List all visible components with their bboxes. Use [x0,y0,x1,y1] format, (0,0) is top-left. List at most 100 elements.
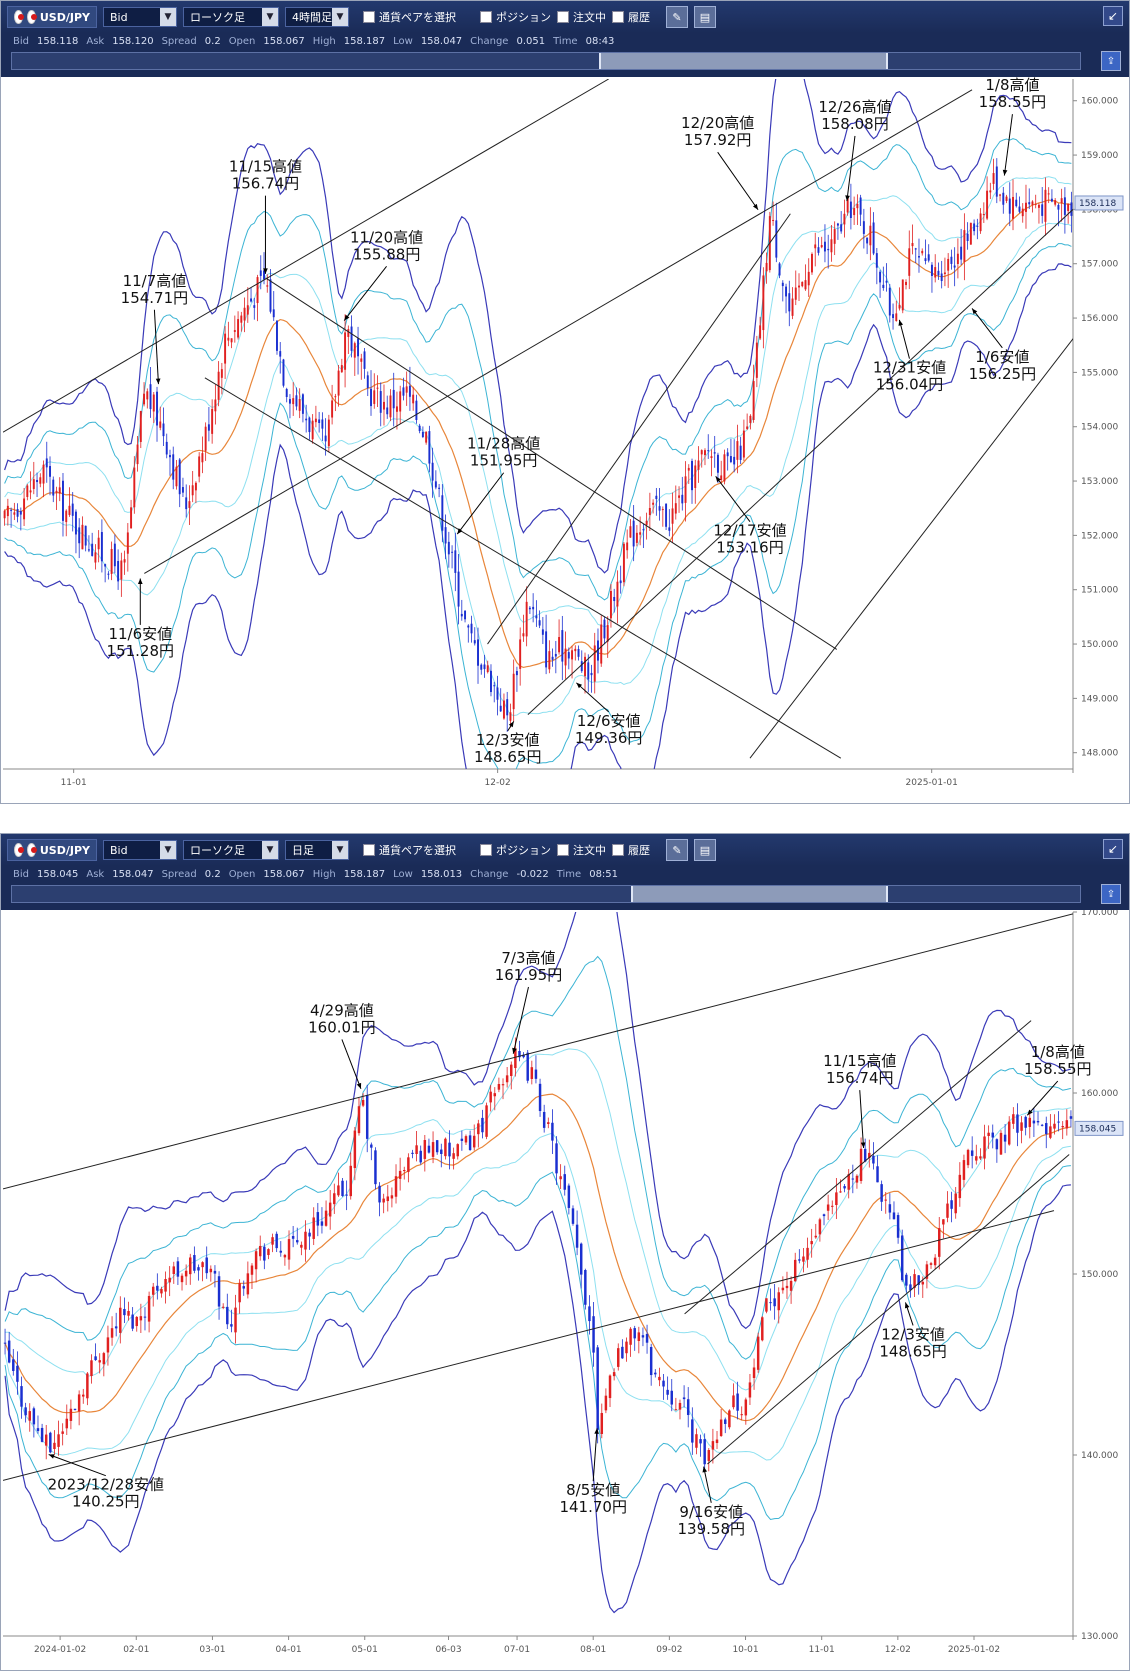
annotation-label: 11/15高値 [823,1052,896,1070]
candle-bull [759,325,762,339]
candle-bull [1047,193,1050,195]
trendline [527,209,1073,716]
candle-bear [279,351,282,357]
pencil-icon: ✎ [672,843,682,857]
candle-bear [131,1314,134,1329]
candle-bull [227,337,230,341]
candle-bull [715,1439,719,1444]
annotation-arrow [341,1039,362,1089]
candle-bear [603,619,606,639]
high-label: High [312,35,336,47]
navigator-track[interactable] [11,52,1081,70]
candle-bear [275,1233,278,1249]
draw-tool-button[interactable]: ✎ [666,839,688,861]
candle-bull [246,1273,250,1295]
candle-bear [87,549,90,551]
candle-bear [477,639,479,666]
chart-type-select[interactable]: ローソク足 ▼ [183,7,279,27]
price-type-select[interactable]: Bid ▼ [103,7,177,27]
candle-bear [798,1259,801,1261]
candle-bull [81,524,84,550]
chevron-down-icon: ▼ [332,841,348,859]
candle-bull [629,1328,632,1345]
candle-bear [827,248,830,251]
candle-bull [789,1280,793,1291]
candle-bear [217,1276,221,1307]
candle-bear [1015,199,1018,207]
navigator-window[interactable] [631,886,888,902]
candle-bear [775,220,778,258]
settings-tool-button[interactable]: ▤ [694,6,716,28]
x-tick-label: 04-01 [276,1645,302,1655]
candle-bull [250,1265,254,1275]
candle-bull [311,420,314,440]
positions-label: ポジション [496,844,551,857]
candle-bull [477,1123,480,1135]
candle-bear [859,197,862,215]
chart-type-value: ローソク足 [190,844,245,857]
pair-select-checkbox[interactable]: 通貨ペアを選択 [363,842,456,858]
candle-bull [220,369,223,378]
screenshot-button[interactable]: ⇪ [1101,884,1121,904]
candle-bear [862,221,865,234]
candle-bear [950,1200,953,1209]
collapse-button[interactable]: ↙ [1103,839,1123,859]
candle-bull [412,394,415,404]
candle-bull [340,365,343,373]
price-type-select[interactable]: Bid ▼ [103,840,177,860]
candle-bull [1025,202,1027,212]
price-chart-4h[interactable]: 160.000159.000158.000157.000156.000155.0… [1,77,1129,803]
symbol-select[interactable]: USD/JPY [7,839,97,861]
chart-type-select[interactable]: ローソク足 ▼ [183,840,279,860]
candle-bull [164,1278,167,1292]
candle-bear [365,1095,369,1139]
timeframe-select[interactable]: 4時間足 ▼ [285,7,349,27]
candle-bear [641,1335,645,1338]
high-label: High [312,868,336,880]
history-checkbox[interactable]: 履歴 [612,9,650,25]
symbol-select[interactable]: USD/JPY [7,6,97,28]
candle-bear [970,1150,974,1156]
candle-bear [74,511,77,535]
annotation-price: 154.71円 [121,289,189,307]
checkbox-icon [612,11,624,23]
candle-bear [840,224,843,232]
candle-bear [318,419,321,424]
price-chart-daily[interactable]: 170.000 160.000 150.000 140.000 130.000 2024-… [1,910,1129,1670]
annotation-arrowhead [845,195,850,202]
positions-checkbox[interactable]: ポジション [480,842,551,858]
current-price-tag [1074,195,1124,211]
timeframe-select[interactable]: 日足 ▼ [285,840,349,860]
candle-bull [559,1176,562,1180]
collapse-button[interactable]: ↙ [1103,6,1123,26]
candle-bear [655,495,658,500]
history-checkbox[interactable]: 履歴 [612,842,650,858]
annotation-arrow [859,1090,865,1149]
candle-bear [1002,192,1005,205]
candle-bull [65,1418,69,1429]
candle-bear [434,481,437,488]
candle-bear [1036,1120,1040,1123]
navigator-window[interactable] [599,53,888,69]
candle-bear [849,201,852,219]
candle-bull [674,1409,678,1411]
navigator-track[interactable] [11,885,1081,903]
screenshot-button[interactable]: ⇪ [1101,51,1121,71]
settings-tool-button[interactable]: ▤ [694,839,716,861]
candle-bull [704,450,706,456]
orders-checkbox[interactable]: 注文中 [557,842,606,858]
candle-bull [979,213,982,232]
candle-bull [110,548,113,574]
pair-select-checkbox[interactable]: 通貨ペアを選択 [363,9,456,25]
candle-bull [509,712,512,721]
orders-checkbox[interactable]: 注文中 [557,9,606,25]
candle-bear [104,564,107,567]
bollinger-lower-3sd [4,1184,1071,1614]
time-value: 08:51 [589,868,619,880]
open-value: 158.067 [263,868,305,880]
annotation-arrow [898,319,910,359]
draw-tool-button[interactable]: ✎ [666,6,688,28]
timeframe-value: 日足 [292,844,314,857]
positions-checkbox[interactable]: ポジション [480,9,551,25]
candle-bull [793,1259,797,1282]
